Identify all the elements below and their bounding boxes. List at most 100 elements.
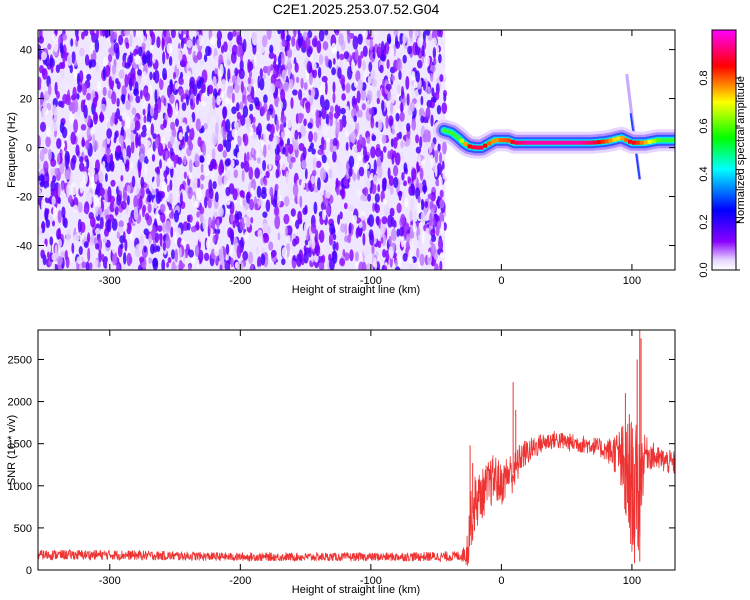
noise-speckle: [377, 184, 381, 193]
noise-speckle: [120, 200, 127, 210]
noise-speckle: [393, 30, 399, 37]
noise-speckle: [70, 157, 76, 171]
noise-speckle: [393, 165, 399, 177]
noise-speckle: [232, 30, 237, 37]
ridge-peak: [498, 138, 504, 143]
noise-speckle: [143, 30, 146, 35]
noise-speckle: [332, 57, 336, 65]
noise-speckle: [423, 205, 428, 216]
noise-speckle: [362, 60, 366, 71]
noise-speckle: [76, 35, 80, 42]
noise-speckle: [279, 123, 284, 133]
noise-speckle: [227, 68, 231, 83]
noise-speckle: [38, 35, 44, 44]
noise-speckle: [280, 52, 285, 66]
noise-speckle: [199, 58, 205, 66]
noise-speckle: [207, 85, 210, 97]
noise-speckle: [41, 51, 47, 61]
noise-speckle: [310, 222, 317, 234]
ridge-peak: [475, 145, 480, 150]
noise-speckle: [205, 45, 211, 57]
noise-speckle: [169, 179, 173, 191]
noise-speckle: [355, 160, 360, 169]
noise-speckle: [126, 145, 132, 160]
noise-speckle: [374, 262, 378, 270]
noise-speckle: [265, 199, 271, 212]
noise-speckle: [248, 70, 253, 79]
noise-speckle: [401, 190, 405, 204]
noise-speckle: [350, 131, 357, 144]
noise-speckle: [41, 199, 45, 212]
noise-speckle: [299, 195, 303, 208]
noise-speckle: [326, 141, 330, 150]
noise-speckle: [281, 247, 288, 259]
noise-speckle: [43, 160, 49, 173]
noise-speckle: [93, 259, 98, 268]
noise-speckle: [175, 186, 179, 199]
noise-speckle: [196, 211, 200, 218]
noise-speckle: [143, 246, 147, 253]
noise-speckle: [88, 262, 93, 270]
noise-speckle: [367, 193, 371, 202]
noise-speckle: [364, 154, 370, 162]
noise-speckle: [217, 174, 223, 186]
y-tick-label: 0: [26, 565, 32, 577]
noise-speckle: [176, 60, 180, 70]
noise-speckle: [125, 42, 130, 49]
noise-speckle: [431, 30, 438, 41]
noise-speckle: [340, 107, 346, 115]
noise-speckle: [358, 227, 362, 238]
noise-speckle: [151, 154, 156, 162]
noise-speckle: [420, 95, 424, 106]
noise-speckle: [352, 35, 359, 50]
noise-speckle: [362, 243, 369, 257]
noise-speckle: [311, 61, 317, 71]
ridge-peak: [526, 140, 531, 145]
noise-speckle: [150, 106, 155, 117]
noise-speckle: [300, 77, 304, 89]
noise-speckle: [41, 223, 45, 230]
noise-speckle: [214, 228, 221, 235]
noise-speckle: [306, 189, 310, 203]
noise-speckle: [390, 138, 394, 148]
noise-speckle: [332, 233, 337, 241]
noise-speckle: [282, 147, 286, 155]
noise-speckle: [188, 159, 193, 173]
noise-speckle: [287, 138, 290, 146]
noise-speckle: [396, 202, 402, 214]
noise-speckle: [347, 234, 352, 244]
noise-speckle: [311, 239, 316, 250]
y-tick-label: 2500: [8, 354, 32, 366]
noise-speckle: [214, 55, 219, 69]
noise-speckle: [262, 211, 268, 218]
noise-speckle: [328, 111, 334, 120]
noise-speckle: [227, 31, 233, 41]
noise-speckle: [361, 103, 366, 111]
noise-speckle: [424, 215, 430, 222]
noise-speckle: [339, 53, 345, 61]
ridge-peak: [459, 138, 464, 143]
noise-speckle: [95, 243, 100, 250]
noise-speckle: [149, 30, 153, 38]
noise-speckle: [140, 185, 145, 199]
noise-speckle: [353, 115, 358, 123]
noise-speckle: [247, 59, 251, 73]
noise-speckle: [186, 70, 192, 79]
noise-speckle: [182, 30, 187, 35]
noise-speckle: [420, 198, 425, 211]
noise-speckle: [81, 136, 85, 148]
noise-speckle: [324, 99, 330, 111]
noise-speckle: [370, 116, 375, 129]
noise-speckle: [114, 111, 118, 126]
noise-speckle: [77, 201, 83, 213]
noise-speckle: [170, 166, 174, 179]
noise-speckle: [421, 231, 425, 245]
noise-speckle: [97, 206, 103, 216]
ridge-peak: [655, 138, 660, 143]
noise-speckle: [66, 54, 73, 67]
noise-speckle: [196, 93, 200, 101]
noise-speckle: [147, 257, 153, 264]
noise-speckle: [57, 210, 62, 224]
noise-speckle: [369, 233, 375, 246]
noise-speckle: [322, 41, 329, 51]
